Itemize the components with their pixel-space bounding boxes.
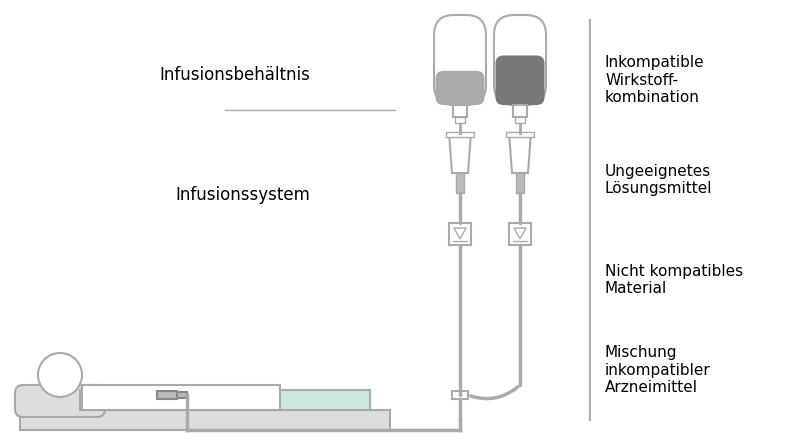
- Text: Ungeeignetes
Lösungsmittel: Ungeeignetes Lösungsmittel: [605, 164, 713, 196]
- FancyBboxPatch shape: [494, 15, 546, 105]
- Bar: [449, 223, 471, 245]
- Polygon shape: [514, 228, 526, 239]
- Bar: [452, 391, 468, 399]
- Bar: [446, 132, 474, 137]
- Bar: [516, 173, 524, 193]
- Text: Infusionsbehältnis: Infusionsbehältnis: [159, 66, 310, 84]
- Bar: [506, 132, 534, 137]
- FancyBboxPatch shape: [15, 385, 105, 417]
- Bar: [456, 173, 464, 193]
- Circle shape: [38, 353, 82, 397]
- Polygon shape: [80, 390, 370, 410]
- Bar: [515, 117, 525, 123]
- Polygon shape: [509, 133, 531, 173]
- Bar: [177, 392, 187, 398]
- Polygon shape: [454, 228, 466, 239]
- Text: Nicht kompatibles
Material: Nicht kompatibles Material: [605, 264, 743, 296]
- Bar: [513, 105, 527, 117]
- Polygon shape: [82, 385, 280, 410]
- Bar: [509, 223, 531, 245]
- Text: Mischung
inkompatibler
Arzneimittel: Mischung inkompatibler Arzneimittel: [605, 345, 710, 395]
- FancyBboxPatch shape: [434, 15, 486, 105]
- Bar: [20, 410, 390, 430]
- Text: Inkompatible
Wirkstoff-
kombination: Inkompatible Wirkstoff- kombination: [605, 55, 705, 105]
- Polygon shape: [449, 133, 471, 173]
- Bar: [455, 117, 465, 123]
- Bar: [453, 105, 467, 117]
- FancyBboxPatch shape: [435, 71, 485, 105]
- Bar: [157, 391, 177, 399]
- FancyBboxPatch shape: [495, 55, 545, 105]
- Text: Infusionssystem: Infusionssystem: [175, 186, 310, 204]
